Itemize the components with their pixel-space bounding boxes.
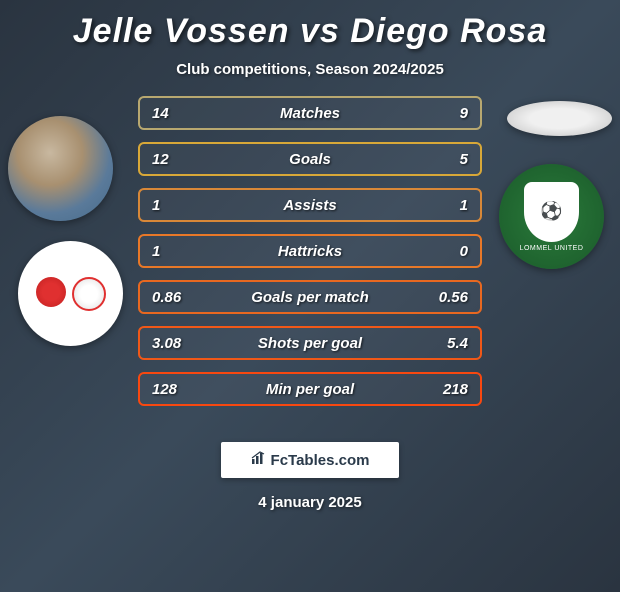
season-subtitle: Club competitions, Season 2024/2025	[0, 61, 620, 78]
stat-left-value: 128	[152, 381, 197, 398]
comparison-title: Jelle Vossen vs Diego Rosa	[0, 12, 620, 51]
stats-table: 14Matches912Goals51Assists11Hattricks00.…	[138, 96, 482, 418]
stat-row: 14Matches9	[138, 96, 482, 130]
brand-badge: FcTables.com	[221, 442, 399, 478]
stat-right-value: 1	[423, 197, 468, 214]
club2-shield-icon	[524, 182, 579, 242]
stat-left-value: 1	[152, 197, 197, 214]
snapshot-date: 4 january 2025	[0, 494, 620, 511]
stat-right-value: 9	[423, 105, 468, 122]
player1-club-badge	[18, 241, 123, 346]
brand-text-value: FcTables.com	[271, 452, 370, 469]
stat-row: 3.08Shots per goal5.4	[138, 326, 482, 360]
stat-right-value: 0.56	[423, 289, 468, 306]
brand-chart-icon	[251, 451, 267, 469]
stat-row: 1Assists1	[138, 188, 482, 222]
player2-avatar	[507, 101, 612, 136]
stat-left-value: 0.86	[152, 289, 197, 306]
stat-label: Hattricks	[197, 243, 423, 260]
stat-label: Min per goal	[197, 381, 423, 398]
stat-left-value: 12	[152, 151, 197, 168]
club2-name: LOMMEL UNITED	[520, 245, 584, 252]
stat-row: 1Hattricks0	[138, 234, 482, 268]
stat-label: Assists	[197, 197, 423, 214]
stat-right-value: 0	[423, 243, 468, 260]
stat-right-value: 5.4	[423, 335, 468, 352]
player2-club-badge: LOMMEL UNITED	[499, 164, 604, 269]
stat-left-value: 3.08	[152, 335, 197, 352]
player1-avatar	[8, 116, 113, 221]
stat-left-value: 1	[152, 243, 197, 260]
stat-label: Matches	[197, 105, 423, 122]
stat-right-value: 5	[423, 151, 468, 168]
content-area: LOMMEL UNITED 14Matches912Goals51Assists…	[0, 96, 620, 436]
stat-label: Goals	[197, 151, 423, 168]
brand-label: FcTables.com	[251, 451, 370, 469]
stat-label: Goals per match	[197, 289, 423, 306]
stat-row: 128Min per goal218	[138, 372, 482, 406]
stat-row: 0.86Goals per match0.56	[138, 280, 482, 314]
stat-right-value: 218	[423, 381, 468, 398]
stat-left-value: 14	[152, 105, 197, 122]
stat-row: 12Goals5	[138, 142, 482, 176]
stat-label: Shots per goal	[197, 335, 423, 352]
club1-logo-icon	[36, 259, 106, 329]
